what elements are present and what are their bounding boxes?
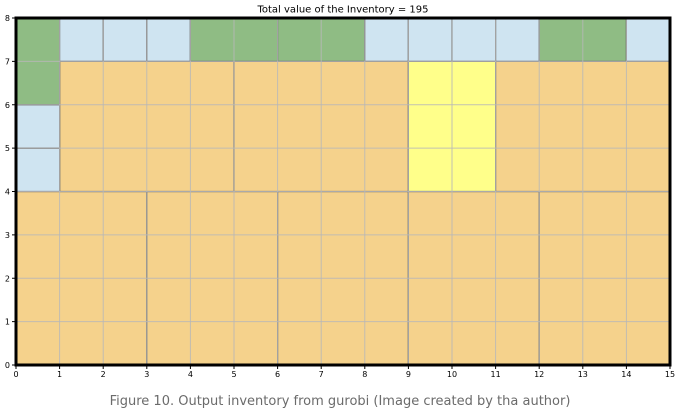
y-tick-label-6: 6 [5,101,10,110]
y-tick-label-1: 1 [5,318,10,327]
y-tick-label-4: 4 [5,188,10,197]
x-tick-label-15: 15 [665,370,675,379]
y-tick-label-0: 0 [5,361,10,370]
inventory-item-15 [146,17,192,62]
x-tick-label-3: 3 [144,370,149,379]
inventory-item-14 [102,17,148,62]
x-tick-label-1: 1 [57,370,62,379]
y-tick-label-5: 5 [5,144,10,153]
x-tick-label-0: 0 [13,370,18,379]
inventory-item-19 [407,17,453,62]
x-tick-label-5: 5 [231,370,236,379]
inventory-item-23 [625,17,671,62]
y-tick-label-2: 2 [5,274,10,283]
x-tick-label-2: 2 [101,370,106,379]
x-tick-label-6: 6 [275,370,280,379]
y-tick-label-7: 7 [5,57,10,66]
chart-title: Total value of the Inventory = 195 [256,5,428,16]
inventory-item-10 [15,147,61,193]
y-tick-label-8: 8 [5,14,10,23]
x-tick-label-8: 8 [362,370,367,379]
plot-frame [14,16,672,367]
inventory-item-20 [451,17,497,62]
inventory-item-21 [495,17,540,62]
x-tick-label-7: 7 [319,370,324,379]
x-tick-label-11: 11 [491,370,501,379]
x-tick-label-13: 13 [578,370,588,379]
x-tick-label-9: 9 [406,370,411,379]
x-tick-label-14: 14 [621,370,631,379]
x-tick-label-12: 12 [534,370,544,379]
x-tick-label-4: 4 [188,370,193,379]
inventory-item-18 [364,17,409,62]
inventory-item-13 [58,17,104,62]
x-tick-label-10: 10 [447,370,457,379]
figure-caption: Figure 10. Output inventory from gurobi … [109,394,571,409]
inventory-item-11 [15,104,61,149]
y-tick-label-3: 3 [5,231,10,240]
